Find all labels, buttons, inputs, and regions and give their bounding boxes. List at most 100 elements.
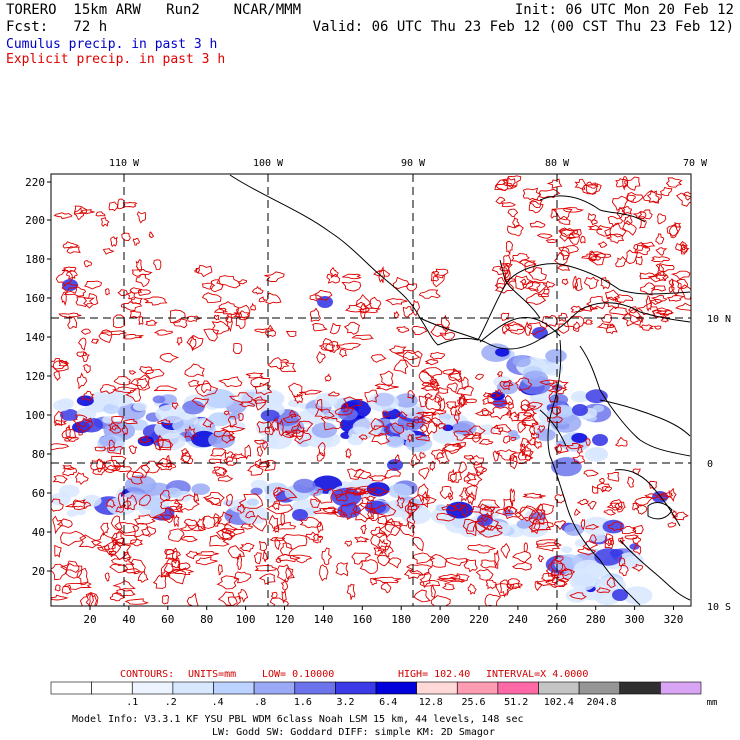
cumulus-cell (452, 420, 477, 436)
precip-contour (604, 537, 614, 549)
precip-contour (121, 232, 131, 242)
precip-contour (130, 558, 146, 575)
x-tick-label: 160 (352, 613, 372, 626)
cumulus-cell (266, 393, 285, 404)
precip-contour (626, 476, 635, 488)
precip-contour (517, 421, 527, 434)
precip-contour (596, 482, 611, 493)
precip-contour (519, 443, 526, 457)
precip-contour (558, 312, 569, 322)
precip-contour (160, 490, 171, 502)
precip-contour (51, 563, 68, 581)
precip-contour (95, 211, 106, 217)
precip-contour (165, 454, 171, 469)
precip-contour (122, 334, 144, 340)
precip-contour (492, 424, 512, 433)
precip-contour (373, 545, 394, 557)
precip-contour (399, 520, 416, 538)
precip-contour (510, 253, 530, 263)
colorbar-swatch (456, 681, 499, 695)
contour-info-title: CONTOURS: (120, 669, 174, 680)
precip-contour (446, 382, 458, 393)
precip-contour (392, 276, 410, 290)
precip-contour (62, 467, 78, 477)
precip-contour (671, 279, 682, 297)
precip-contour (370, 354, 387, 363)
precip-contour (104, 288, 110, 296)
precip-contour (601, 485, 612, 492)
precip-contour (522, 409, 538, 417)
precip-contour (235, 311, 246, 330)
precip-contour (186, 335, 204, 350)
cumulus-cell (652, 491, 668, 503)
precip-contour (626, 192, 644, 203)
precip-contour (475, 512, 500, 531)
precip-contour (90, 458, 106, 471)
cumulus-cell (82, 494, 102, 507)
precip-contour (449, 573, 470, 583)
precip-contour (153, 329, 173, 336)
precip-contour (310, 498, 322, 509)
precip-contour (514, 275, 535, 291)
precip-contour (290, 420, 314, 433)
precip-contour (475, 568, 494, 581)
x-tick-label: 280 (586, 613, 606, 626)
precip-contour (666, 295, 685, 302)
precip-contour (627, 306, 639, 314)
precip-contour (315, 399, 323, 413)
precip-contour (442, 369, 460, 375)
precip-contour (558, 245, 579, 255)
precip-contour (488, 400, 509, 406)
precip-contour (439, 397, 446, 412)
precip-contour (490, 424, 504, 435)
cumulus-cell (549, 393, 569, 406)
x-axis-labels: 20 40 60 80 100 120 140 160 180 200 220 240 260 280 30… (83, 613, 683, 626)
precip-contour (232, 453, 247, 459)
precip-contour (503, 505, 518, 515)
precip-contour (134, 514, 157, 525)
precip-contour (104, 464, 120, 474)
precip-contour (238, 493, 264, 509)
precip-contour (152, 574, 167, 589)
colorbar-swatch (172, 681, 214, 695)
precip-contour (96, 545, 111, 552)
precip-contour (369, 296, 382, 310)
precip-contour (417, 483, 429, 503)
precip-contour (619, 564, 629, 577)
precip-contour (474, 373, 485, 380)
precip-contour (553, 520, 567, 531)
precip-contour (668, 278, 675, 287)
precip-contour (227, 416, 237, 428)
precip-contour (288, 382, 303, 398)
cumulus-cell (259, 436, 279, 449)
precip-contour (377, 538, 389, 556)
precip-contour (213, 429, 235, 438)
precip-contour (216, 275, 241, 289)
precip-contour (371, 504, 397, 517)
cumulus-cell (76, 508, 86, 516)
precip-contour (212, 466, 228, 477)
precip-contour (442, 443, 461, 455)
precip-contour (631, 563, 644, 572)
cumulus-cell (561, 546, 573, 554)
precip-contour (201, 380, 212, 394)
precip-contour (111, 455, 127, 468)
model-info-line: Model Info: V3.3.1 KF YSU PBL WDM 6class… (72, 714, 524, 725)
precip-contour (505, 240, 514, 256)
precip-contour (512, 217, 520, 229)
precip-contour (536, 233, 553, 239)
precip-contour (458, 461, 467, 474)
precip-contour (329, 322, 341, 335)
precip-contour (467, 490, 475, 506)
precip-contour (492, 450, 501, 462)
precip-contour (583, 469, 599, 477)
precip-contour (615, 255, 628, 268)
precip-contour (436, 577, 465, 583)
precip-contour (209, 279, 224, 293)
precip-contour (550, 208, 558, 219)
precip-contour (665, 177, 683, 188)
precip-contour (270, 591, 278, 599)
precip-contour (625, 249, 639, 265)
precip-contour (220, 425, 246, 433)
colorbar-swatch (132, 681, 174, 695)
